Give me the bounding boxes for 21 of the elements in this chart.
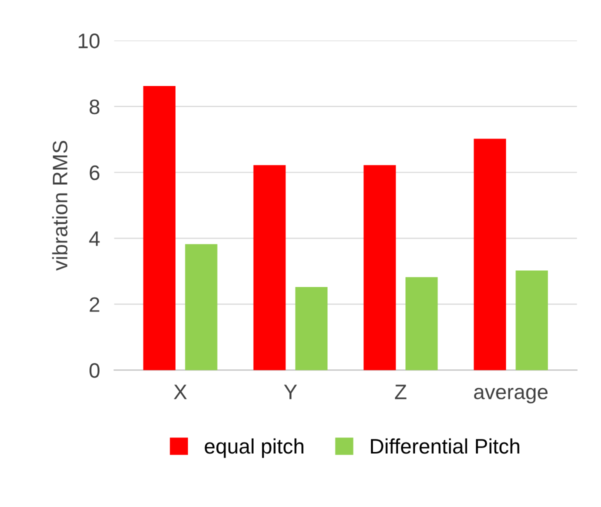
y-tick-label: 8 <box>90 99 100 114</box>
bar <box>295 287 328 370</box>
bar <box>143 86 176 370</box>
y-tick-label: 0 <box>90 363 100 378</box>
y-tick-label: 4 <box>89 232 100 246</box>
bar <box>516 270 548 370</box>
x-tick-label: Z <box>394 384 406 400</box>
y-tick-label: 10 <box>78 34 100 48</box>
bar <box>405 277 438 370</box>
bar <box>185 244 218 370</box>
bar <box>253 165 286 370</box>
y-tick-label: 6 <box>90 165 100 180</box>
legend-label: equal pitch <box>204 438 304 458</box>
legend-label: Differential Pitch <box>370 438 520 454</box>
x-tick-label: Y <box>284 384 297 400</box>
x-tick-label: average <box>474 388 548 404</box>
x-tick-label: X <box>174 384 187 400</box>
bar <box>474 138 506 370</box>
y-tick-label: 2 <box>90 297 100 312</box>
y-axis-title: vibration RMS <box>52 140 68 271</box>
bar <box>364 165 396 370</box>
